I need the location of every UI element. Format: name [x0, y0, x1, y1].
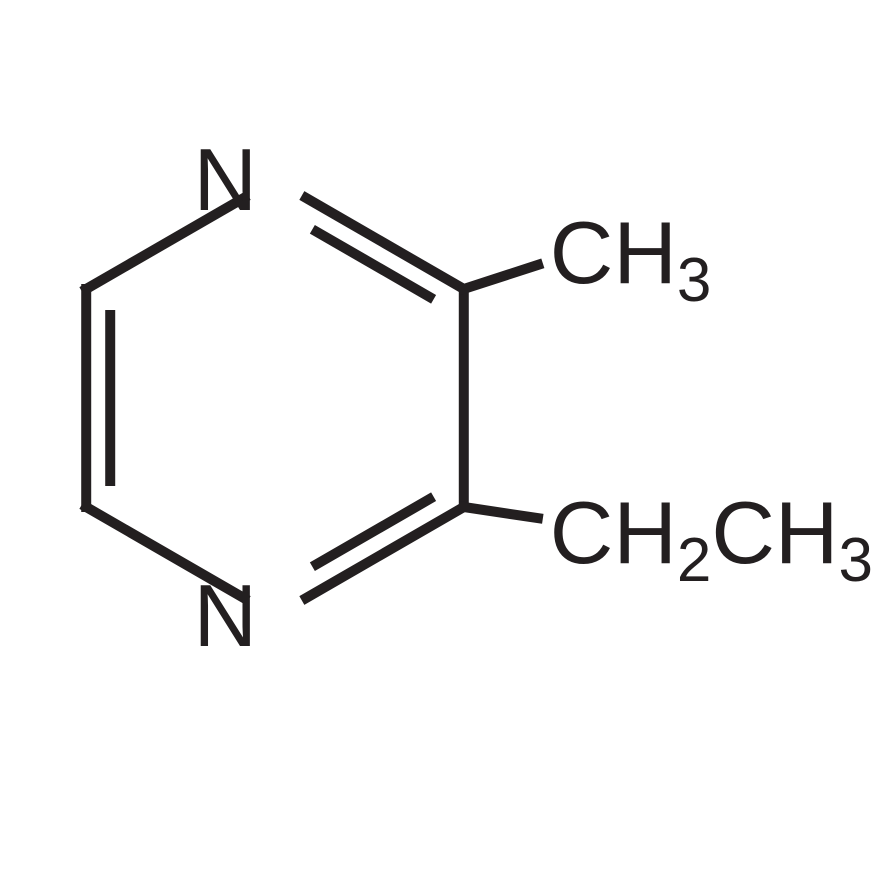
atom-N4: N: [193, 566, 257, 665]
atom-N1: N: [193, 130, 257, 229]
molecule-diagram: N N CH3 CH2CH3: [0, 0, 890, 890]
bond: [464, 507, 538, 518]
bond: [464, 265, 538, 289]
substituent-CH3: CH3: [550, 203, 712, 315]
substituent-CH2CH3: CH2CH3: [550, 483, 873, 595]
